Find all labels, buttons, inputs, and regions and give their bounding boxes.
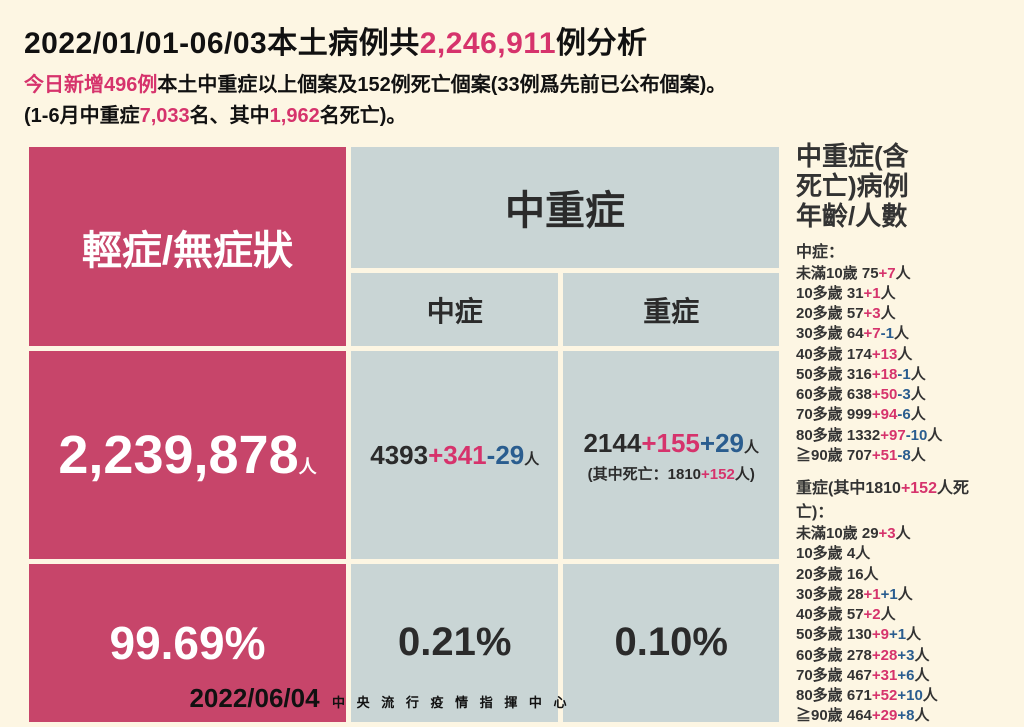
severe-plus: +155: [641, 428, 700, 458]
sub2-post: 名死亡)。: [320, 105, 407, 127]
age-row: 50多歲 316+18-1人: [796, 365, 1000, 385]
age-row: 10多歲 4人: [796, 544, 1000, 564]
moderate-plus: +341: [428, 440, 487, 470]
moderate-age-list: 未滿10歲 75+7人10多歲 31+1人20多歲 57+3人30多歲 64+7…: [796, 264, 1000, 467]
subtitle-1: 今日新增496例本土中重症以上個案及152例死亡個案(33例爲先前已公布個案)。: [24, 68, 1000, 97]
age-row: 20多歲 16人: [796, 565, 1000, 585]
sub1-lead: 今日新增496例: [24, 74, 157, 96]
severe-unit: 人: [744, 439, 759, 456]
severe-age-list: 未滿10歲 29+3人10多歲 4人20多歲 16人30多歲 28+1+1人40…: [796, 524, 1000, 727]
moderate-count-cell: 4393+341-29人: [351, 351, 558, 559]
main-title: 2022/01/01-06/03本土病例共2,246,911例分析: [24, 18, 1000, 62]
age-row: 30多歲 64+7-1人: [796, 324, 1000, 344]
mild-count: 2,239,878: [58, 425, 298, 485]
title-pre: 2022/01/01-06/03本土病例共: [24, 27, 420, 60]
sub2-pre: (1-6月中重症: [24, 105, 140, 127]
sub2-n2: 1,962: [270, 105, 320, 127]
footer-source: 中 央 流 行 疫 情 指 揮 中 心: [332, 695, 571, 710]
severe-header: 重症: [563, 273, 779, 347]
severe-count-cell: 2144+155+29人 (其中死亡：1810+152人): [563, 351, 779, 559]
title-count: 2,246,911: [420, 27, 556, 60]
sub2-mid: 名、其中: [190, 105, 270, 127]
age-row: 80多歲 671+52+10人: [796, 686, 1000, 706]
sub1-rest: 本土中重症以上個案及152例死亡個案(33例爲先前已公布個案)。: [157, 74, 726, 96]
footer-date: 2022/06/04: [189, 683, 319, 713]
mild-count-cell: 2,239,878人: [29, 351, 346, 559]
subtitle-2: (1-6月中重症7,033名、其中1,962名死亡)。: [24, 99, 1000, 128]
age-row: 70多歲 999+94-6人: [796, 405, 1000, 425]
mild-unit: 人: [299, 457, 317, 477]
severe-base: 2144: [583, 428, 641, 458]
age-row: 60多歲 278+28+3人: [796, 646, 1000, 666]
title-post: 例分析: [556, 27, 648, 60]
moderate-base: 4393: [370, 440, 428, 470]
moderate-header: 中症: [351, 273, 558, 347]
mild-header: 輕症/無症狀: [29, 147, 346, 346]
severity-table: 輕症/無症狀 中重症 中症 重症 2,239,878人 4393+341-29人…: [24, 142, 784, 727]
age-row: 70多歲 467+31+6人: [796, 666, 1000, 686]
footer: 2022/06/04 中 央 流 行 疫 情 指 揮 中 心: [0, 683, 760, 714]
age-row: 40多歲 57+2人: [796, 605, 1000, 625]
age-row: 20多歲 57+3人: [796, 304, 1000, 324]
moderate-section-label: 中症：: [796, 238, 1000, 262]
age-row: 50多歲 130+9+1人: [796, 625, 1000, 645]
modsev-header: 中重症: [351, 147, 779, 268]
severe-section-label: 重症(其中1810+152人死亡)：: [796, 474, 1000, 522]
age-row: 60多歲 638+50-3人: [796, 385, 1000, 405]
age-row: 40多歲 174+13人: [796, 345, 1000, 365]
severe-death-note: (其中死亡：1810+152人): [563, 465, 779, 485]
age-row: 30多歲 28+1+1人: [796, 585, 1000, 605]
age-breakdown-panel: 中重症(含 死亡)病例 年齡/人數 中症： 未滿10歲 75+7人10多歲 31…: [796, 142, 1000, 727]
moderate-unit: 人: [524, 451, 539, 468]
severe-plus2: +29: [700, 428, 744, 458]
age-row: 未滿10歲 75+7人: [796, 264, 1000, 284]
age-row: 80多歲 1332+97-10人: [796, 426, 1000, 446]
age-row: 10多歲 31+1人: [796, 284, 1000, 304]
sub2-n1: 7,033: [140, 105, 190, 127]
age-row: 未滿10歲 29+3人: [796, 524, 1000, 544]
side-title: 中重症(含 死亡)病例 年齡/人數: [796, 142, 1000, 232]
age-row: ≧90歲 707+51-8人: [796, 446, 1000, 466]
moderate-minus: -29: [487, 440, 525, 470]
